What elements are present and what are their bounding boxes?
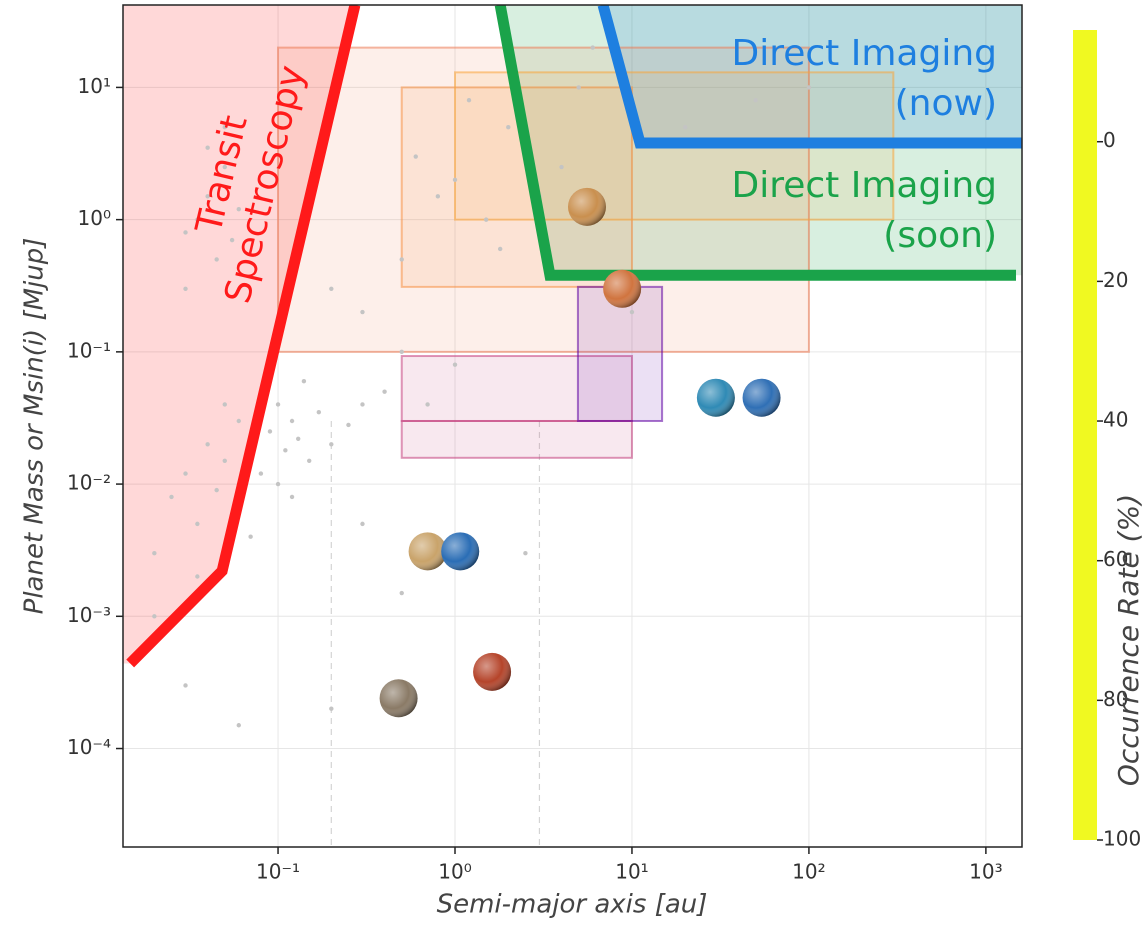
data-point: [425, 402, 429, 406]
data-point: [283, 448, 287, 452]
data-point: [484, 217, 488, 221]
y-tick-label: 10⁻⁴: [67, 735, 111, 759]
data-point: [559, 165, 563, 169]
data-point: [183, 471, 187, 475]
planet-shading: [441, 532, 479, 570]
x-axis-label: Semi-major axis [au]: [437, 890, 708, 920]
planet-shading: [409, 532, 447, 570]
data-point: [276, 402, 280, 406]
data-point: [360, 402, 364, 406]
data-point: [205, 442, 209, 446]
colorbar-tick-label: 100: [1103, 827, 1141, 851]
planet-shading: [380, 679, 418, 717]
data-point: [329, 442, 333, 446]
colorbar-tick-label: 20: [1103, 268, 1128, 292]
colorbar: [1073, 30, 1097, 840]
data-point: [506, 125, 510, 129]
data-point: [223, 402, 227, 406]
data-point: [223, 459, 227, 463]
data-point: [237, 723, 241, 727]
data-point: [195, 522, 199, 526]
y-axis-label: Planet Mass or Msin(i) [Mjup]: [20, 238, 50, 615]
x-tick-label: 10⁰: [438, 860, 471, 884]
y-tick-label: 10⁻²: [67, 471, 111, 495]
chart: Semi-major axis [au] Planet Mass or Msin…: [0, 0, 1148, 936]
y-tick-label: 10⁰: [78, 206, 111, 230]
data-point: [453, 178, 457, 182]
annotation-text: (soon): [883, 215, 997, 256]
annotation-text: (now): [895, 83, 997, 124]
data-point: [183, 287, 187, 291]
y-tick-label: 10⁻¹: [67, 338, 111, 362]
data-point: [753, 98, 757, 102]
data-point: [290, 419, 294, 423]
data-point: [591, 45, 595, 49]
data-point: [195, 574, 199, 578]
data-point: [807, 85, 811, 89]
x-tick-label: 10²: [792, 860, 825, 884]
colorbar-tick-label: 40: [1103, 408, 1128, 432]
x-tick-label: 10⁻¹: [256, 860, 300, 884]
data-point: [290, 495, 294, 499]
y-tick-label: 10¹: [78, 74, 111, 98]
data-point: [683, 125, 687, 129]
colorbar-tick-label: 0: [1103, 128, 1116, 152]
data-point: [400, 591, 404, 595]
data-point: [382, 389, 386, 393]
data-point: [169, 495, 173, 499]
planet-shading: [473, 653, 511, 691]
data-point: [576, 85, 580, 89]
data-point: [400, 257, 404, 261]
data-point: [436, 194, 440, 198]
annotation-text: Direct Imaging: [732, 165, 998, 206]
data-point: [296, 437, 300, 441]
data-point: [467, 98, 471, 102]
data-point: [183, 683, 187, 687]
data-point: [214, 488, 218, 492]
data-point: [237, 419, 241, 423]
planet-shading: [743, 379, 781, 417]
data-point: [248, 534, 252, 538]
x-tick-label: 10³: [969, 860, 1002, 884]
data-point: [498, 247, 502, 251]
planet-shading: [568, 188, 606, 226]
data-point: [630, 310, 634, 314]
data-point: [329, 287, 333, 291]
data-point: [360, 310, 364, 314]
data-point: [346, 423, 350, 427]
data-point: [152, 551, 156, 555]
data-point: [259, 471, 263, 475]
data-point: [453, 362, 457, 366]
data-point: [329, 707, 333, 711]
data-point: [317, 410, 321, 414]
data-point: [302, 379, 306, 383]
data-point: [523, 551, 527, 555]
colorbar-label: Occurrence Rate (%): [1112, 494, 1145, 786]
data-point: [307, 459, 311, 463]
data-point: [268, 429, 272, 433]
planet-shading: [697, 379, 735, 417]
y-tick-label: 10⁻³: [67, 603, 111, 627]
data-point: [183, 230, 187, 234]
planet-shading: [603, 270, 641, 308]
annotation-text: Direct Imaging: [732, 33, 998, 74]
data-point: [400, 350, 404, 354]
occurrence-box: [402, 421, 632, 458]
data-point: [152, 614, 156, 618]
x-tick-label: 10¹: [615, 860, 648, 884]
data-point: [276, 482, 280, 486]
data-point: [360, 522, 364, 526]
data-point: [214, 257, 218, 261]
data-point: [414, 154, 418, 158]
